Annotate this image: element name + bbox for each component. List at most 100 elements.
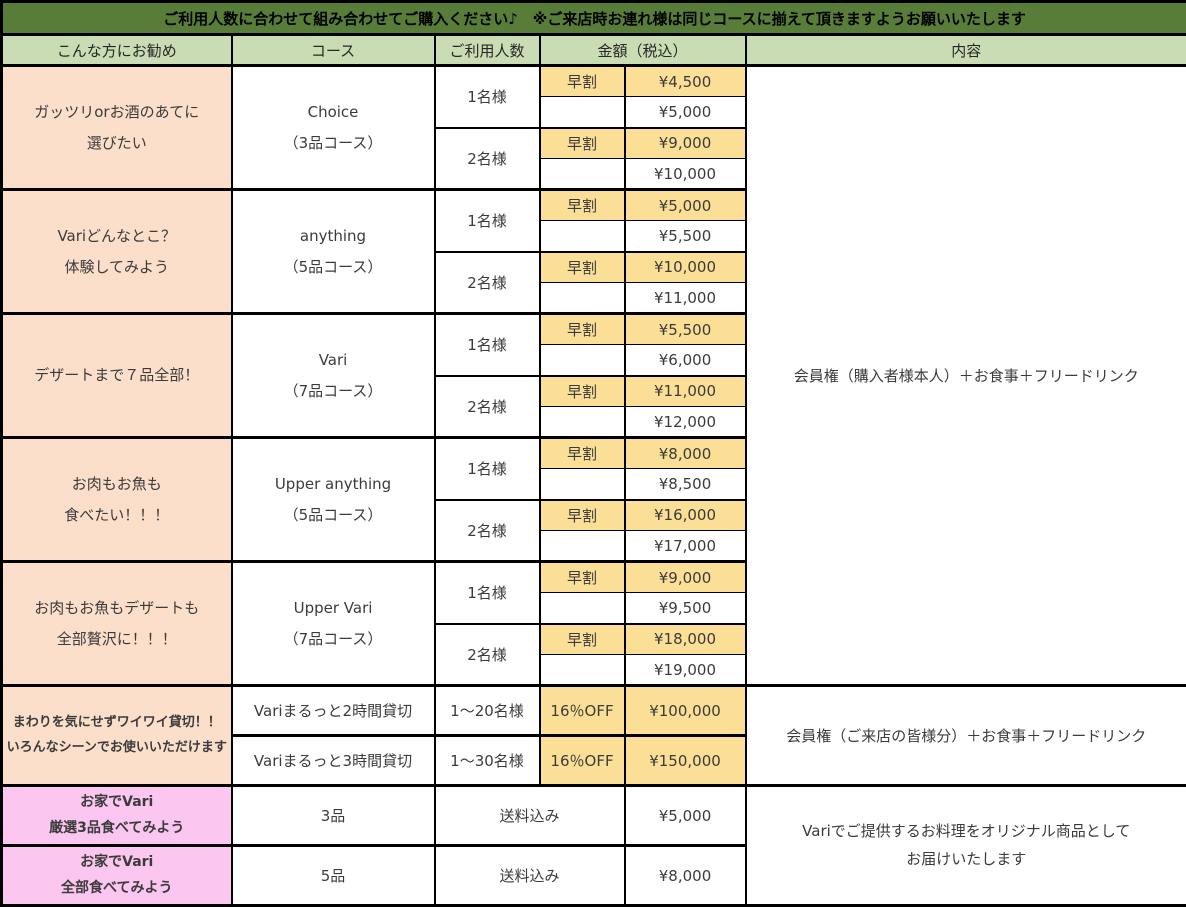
recommend-cell: お肉もお魚もデザートも 全部贅沢に！！！ [2,562,232,686]
home-course-cell: 3品 [232,786,435,846]
rental-people-cell: 1～20名様 [435,686,540,736]
recommend-line: 体験してみよう [5,252,229,283]
table-title: ご利用人数に合わせて組み合わせてご購入ください♪ ※ご来店時お連れ様は同じコース… [2,2,1186,35]
home-course-cell: 5品 [232,846,435,906]
early-badge: 早割 [540,438,625,469]
rental-discount-badge: 16％OFF [540,736,625,786]
course-detail: （5品コース） [235,252,432,283]
people-cell: 2名様 [435,500,540,562]
recommend-line: 選びたい [5,128,229,159]
people-cell: 2名様 [435,252,540,314]
home-price-cell: ¥5,000 [625,786,746,846]
content-home-line: お届けいたします [749,846,1185,874]
early-badge: 早割 [540,252,625,283]
rental-recommend-cell: まわりを気にせずワイワイ貸切！！ いろんなシーンでお使いいただけます [2,686,232,786]
recommend-cell: Variどんなとこ？ 体験してみよう [2,190,232,314]
course-detail: （7品コース） [235,624,432,655]
regular-price-cell: ¥8,500 [625,469,746,500]
early-badge: 早割 [540,562,625,593]
early-badge-empty [540,469,625,500]
people-cell: 2名様 [435,624,540,686]
home-price-cell: ¥8,000 [625,846,746,906]
early-badge-empty [540,593,625,624]
early-price-cell: ¥11,000 [625,376,746,407]
course-cell: Upper Vari （7品コース） [232,562,435,686]
early-badge-empty [540,345,625,376]
course-cell: Vari （7品コース） [232,314,435,438]
regular-price-cell: ¥12,000 [625,407,746,438]
home-recommend-line: お家でVari [5,850,229,876]
early-price-cell: ¥18,000 [625,624,746,655]
early-badge-empty [540,655,625,686]
content-cell-main: 会員権（購入者様本人）＋お食事＋フリードリンク [746,66,1186,686]
regular-price-cell: ¥19,000 [625,655,746,686]
recommend-line: お肉もお魚もデザートも [5,593,229,624]
recommend-cell: ガッツリorお酒のあてに 選びたい [2,66,232,190]
recommend-line: 食べたい！！！ [5,500,229,531]
early-price-cell: ¥5,500 [625,314,746,345]
course-name: anything [235,221,432,252]
col-header-recommend: こんな方にお勧め [2,35,232,66]
rental-discount-badge: 16％OFF [540,686,625,736]
early-badge-empty [540,407,625,438]
early-badge: 早割 [540,500,625,531]
regular-price-cell: ¥10,000 [625,159,746,190]
early-badge: 早割 [540,66,625,97]
regular-price-cell: ¥11,000 [625,283,746,314]
recommend-line: Variどんなとこ？ [5,221,229,252]
regular-price-cell: ¥17,000 [625,531,746,562]
col-header-price: 金額（税込） [540,35,746,66]
home-recommend-cell: お家でVari 全部食べてみよう [2,846,232,906]
content-cell-rental: 会員権（ご来店の皆様分）＋お食事＋フリードリンク [746,686,1186,786]
early-price-cell: ¥10,000 [625,252,746,283]
col-header-course: コース [232,35,435,66]
rental-people-cell: 1～30名様 [435,736,540,786]
early-badge: 早割 [540,624,625,655]
regular-price-cell: ¥9,500 [625,593,746,624]
regular-price-cell: ¥6,000 [625,345,746,376]
early-badge: 早割 [540,128,625,159]
recommend-cell: デザートまで７品全部！ [2,314,232,438]
recommend-cell: お肉もお魚も 食べたい！！！ [2,438,232,562]
content-home-line: Variでご提供するお料理をオリジナル商品として [749,818,1185,846]
early-price-cell: ¥8,000 [625,438,746,469]
col-header-content: 内容 [746,35,1186,66]
home-recommend-line: お家でVari [5,790,229,816]
early-badge: 早割 [540,314,625,345]
early-price-cell: ¥9,000 [625,128,746,159]
course-name: Upper anything [235,469,432,500]
course-detail: （3品コース） [235,128,432,159]
course-detail: （5品コース） [235,500,432,531]
early-badge-empty [540,221,625,252]
early-badge-empty [540,97,625,128]
home-recommend-cell: お家でVari 厳選3品食べてみよう [2,786,232,846]
recommend-line: ガッツリorお酒のあてに [5,97,229,128]
rental-price-cell: ¥100,000 [625,686,746,736]
early-price-cell: ¥5,000 [625,190,746,221]
early-badge-empty [540,159,625,190]
early-price-cell: ¥4,500 [625,66,746,97]
home-recommend-line: 厳選3品食べてみよう [5,816,229,842]
course-name: Vari [235,345,432,376]
course-cell: Upper anything （5品コース） [232,438,435,562]
people-cell: 2名様 [435,376,540,438]
people-cell: 1名様 [435,562,540,624]
recommend-line: デザートまで７品全部！ [5,360,229,391]
course-cell: anything （5品コース） [232,190,435,314]
rental-course-cell: Variまるっと3時間貸切 [232,736,435,786]
course-name: Choice [235,97,432,128]
people-cell: 1名様 [435,438,540,500]
home-shipping-cell: 送料込み [435,786,625,846]
rental-price-cell: ¥150,000 [625,736,746,786]
early-price-cell: ¥16,000 [625,500,746,531]
rental-recommend-line: まわりを気にせずワイワイ貸切！！ [5,711,229,735]
regular-price-cell: ¥5,000 [625,97,746,128]
early-badge-empty [540,531,625,562]
recommend-line: 全部贅沢に！！！ [5,624,229,655]
early-badge: 早割 [540,376,625,407]
recommend-line: お肉もお魚も [5,469,229,500]
content-cell-home: Variでご提供するお料理をオリジナル商品として お届けいたします [746,786,1186,906]
course-detail: （7品コース） [235,376,432,407]
early-price-cell: ¥9,000 [625,562,746,593]
